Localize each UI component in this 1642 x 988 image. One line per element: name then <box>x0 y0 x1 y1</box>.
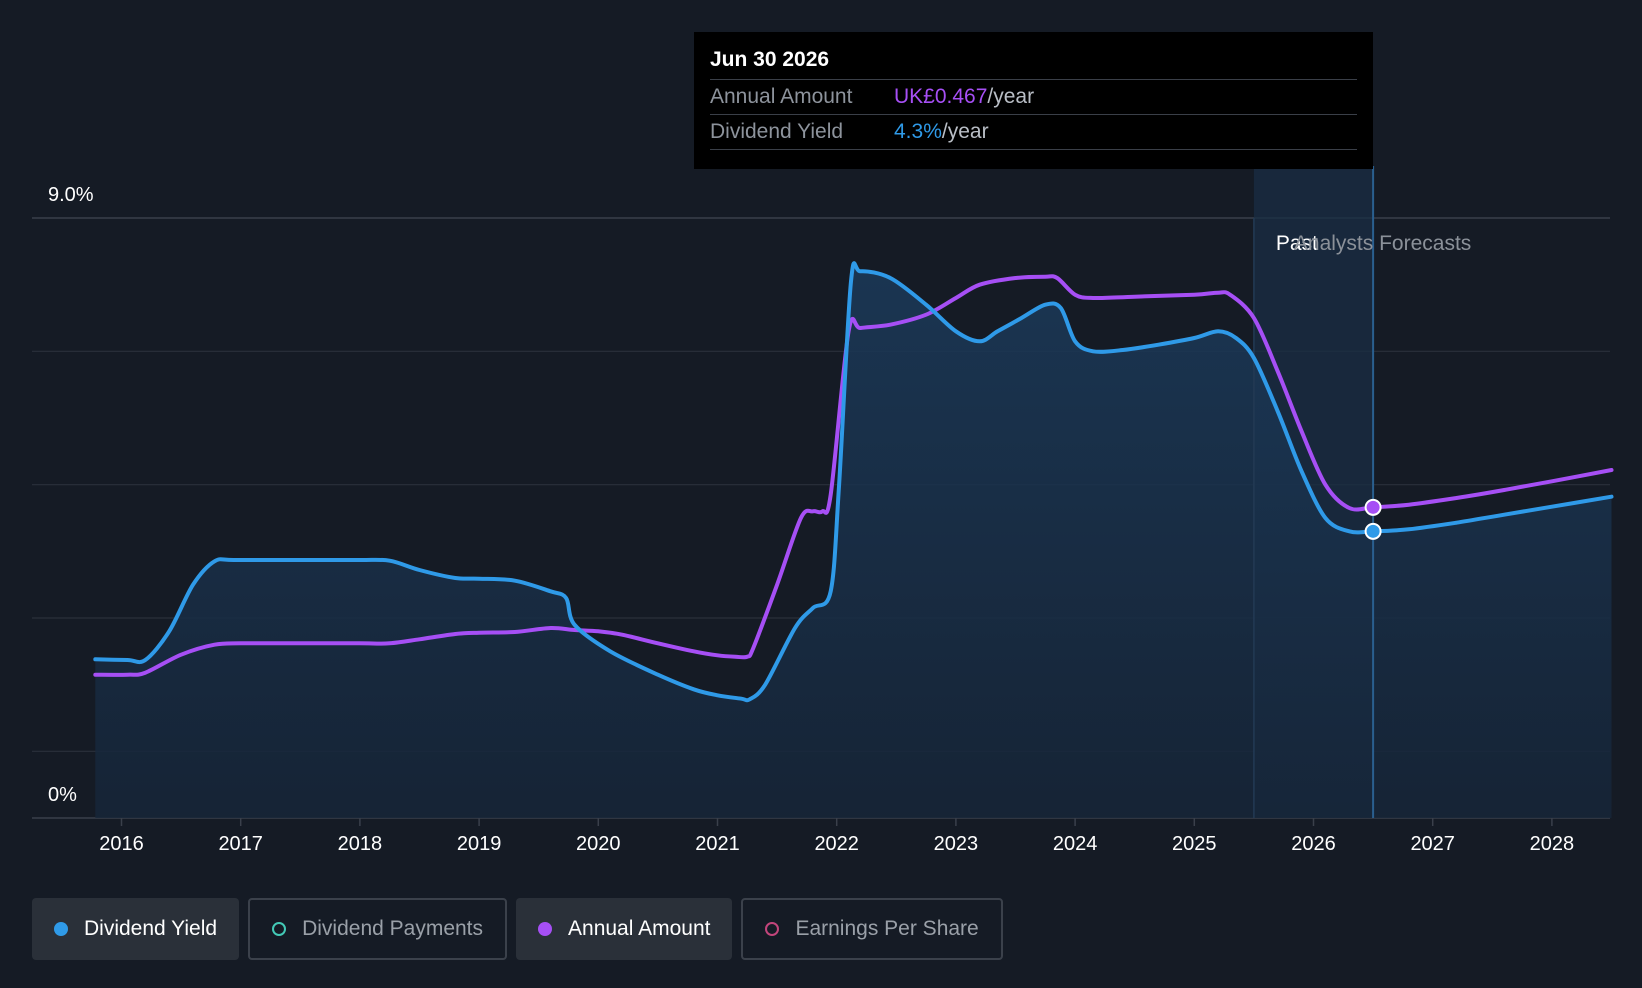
x-tick-label: 2026 <box>1291 833 1336 855</box>
x-tick-label: 2027 <box>1410 833 1455 855</box>
x-tick-label: 2022 <box>814 833 859 855</box>
earnings-per-share-ring-icon <box>765 922 780 936</box>
tooltip: Jun 30 2026 Annual Amount UK£0.467/year … <box>694 32 1373 169</box>
legend-dividend-payments[interactable]: Dividend Payments <box>248 898 508 960</box>
legend-earnings-per-share-label: Earnings Per Share <box>795 917 979 940</box>
annual-amount-point[interactable] <box>1364 498 1382 516</box>
x-axis: 2016 2017 2018 2019 2020 2021 2022 2023 2024 2025… <box>99 818 1574 855</box>
legend-dividend-yield-label: Dividend Yield <box>84 917 218 940</box>
dividend-payments-ring-icon <box>272 922 287 936</box>
legend-dividend-payments-label: Dividend Payments <box>302 917 484 940</box>
y-axis-max-label: 9.0% <box>48 184 94 206</box>
x-tick-label: 2025 <box>1172 833 1217 855</box>
dividend-yield-dot-icon <box>54 922 68 936</box>
dividend-yield-point[interactable] <box>1364 522 1382 540</box>
x-tick-label: 2019 <box>457 833 502 855</box>
x-tick-label: 2024 <box>1053 833 1098 855</box>
x-tick-label: 2017 <box>218 833 263 855</box>
annual-amount-line <box>93 274 1614 677</box>
legend-dividend-yield[interactable]: Dividend Yield <box>32 898 240 960</box>
dividend-yield-line <box>93 261 1614 703</box>
dividend-yield-area <box>95 263 1612 818</box>
tooltip-annual-amount-row: Annual Amount UK£0.467/year <box>710 80 1357 115</box>
legend: Dividend Yield Dividend Payments Annual … <box>32 898 1012 960</box>
x-tick-label: 2016 <box>99 833 144 855</box>
x-tick-label: 2018 <box>338 833 383 855</box>
tooltip-annual-amount-value: UK£0.467 <box>894 85 988 108</box>
tooltip-dividend-yield-row: Dividend Yield 4.3%/year <box>710 115 1357 150</box>
tooltip-dividend-yield-unit: /year <box>941 120 989 143</box>
tooltip-dividend-yield-value: 4.3% <box>894 120 942 143</box>
y-axis-min-label: 0% <box>48 784 77 806</box>
legend-annual-amount[interactable]: Annual Amount <box>516 898 733 960</box>
legend-annual-amount-label: Annual Amount <box>568 917 711 940</box>
past-region-label: Past <box>1276 232 1318 255</box>
forecast-region-label: Analysts Forecasts <box>1294 232 1471 255</box>
tooltip-date: Jun 30 2026 <box>710 46 1357 80</box>
x-tick-label: 2021 <box>695 833 740 855</box>
tooltip-annual-amount-label: Annual Amount <box>710 85 853 108</box>
x-tick-label: 2028 <box>1530 833 1575 855</box>
tooltip-dividend-yield-label: Dividend Yield <box>710 120 844 143</box>
x-tick-label: 2020 <box>576 833 621 855</box>
tooltip-annual-amount-unit: /year <box>987 85 1035 108</box>
legend-earnings-per-share[interactable]: Earnings Per Share <box>741 898 1003 960</box>
x-tick-label: 2023 <box>934 833 979 855</box>
annual-amount-dot-icon <box>538 922 553 936</box>
